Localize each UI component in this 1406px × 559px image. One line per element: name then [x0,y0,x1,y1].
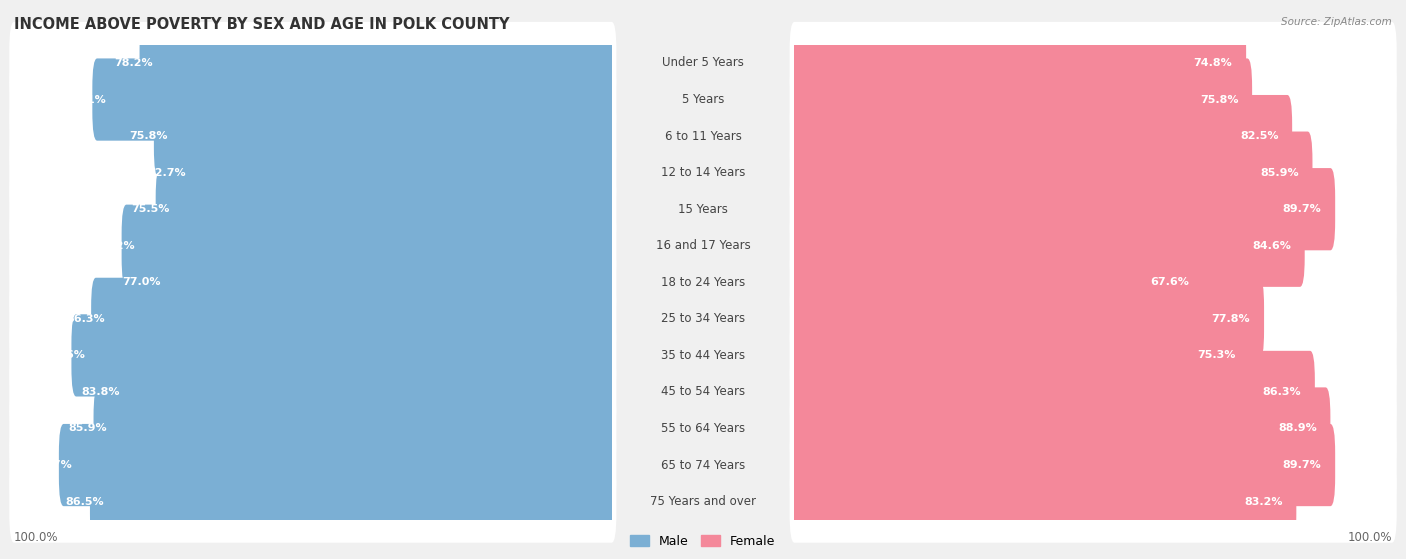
FancyBboxPatch shape [10,131,616,214]
FancyBboxPatch shape [10,168,616,250]
Text: 72.7%: 72.7% [148,168,186,178]
Text: 25 to 34 Years: 25 to 34 Years [661,312,745,325]
Text: 86.3%: 86.3% [66,314,105,324]
FancyBboxPatch shape [790,168,1336,250]
FancyBboxPatch shape [105,351,616,433]
FancyBboxPatch shape [790,351,1315,433]
Text: 88.9%: 88.9% [1278,424,1316,433]
Text: 6 to 11 Years: 6 to 11 Years [665,130,741,143]
FancyBboxPatch shape [153,95,616,177]
Text: 75.8%: 75.8% [1199,94,1239,105]
FancyBboxPatch shape [790,241,1396,324]
Text: 86.5%: 86.5% [65,496,104,506]
Text: 65 to 74 Years: 65 to 74 Years [661,458,745,472]
Text: 77.8%: 77.8% [1212,314,1250,324]
FancyBboxPatch shape [10,95,616,177]
Text: Source: ZipAtlas.com: Source: ZipAtlas.com [1281,17,1392,27]
Text: 45 to 54 Years: 45 to 54 Years [661,386,745,399]
Text: 85.9%: 85.9% [1260,168,1299,178]
FancyBboxPatch shape [790,241,1204,324]
FancyBboxPatch shape [790,168,1396,250]
FancyBboxPatch shape [121,205,616,287]
Text: 100.0%: 100.0% [14,531,59,544]
FancyBboxPatch shape [790,22,1246,104]
FancyBboxPatch shape [10,387,616,470]
Text: 91.7%: 91.7% [34,460,73,470]
FancyBboxPatch shape [790,278,1264,360]
FancyBboxPatch shape [790,461,1396,543]
Text: INCOME ABOVE POVERTY BY SEX AND AGE IN POLK COUNTY: INCOME ABOVE POVERTY BY SEX AND AGE IN P… [14,17,509,32]
FancyBboxPatch shape [790,59,1396,141]
Text: 15 Years: 15 Years [678,203,728,216]
FancyBboxPatch shape [790,205,1305,287]
Legend: Male, Female: Male, Female [626,530,780,553]
FancyBboxPatch shape [790,22,1396,104]
FancyBboxPatch shape [790,387,1396,470]
FancyBboxPatch shape [173,131,616,214]
Text: 67.6%: 67.6% [1150,277,1189,287]
FancyBboxPatch shape [94,387,616,470]
Text: 18 to 24 Years: 18 to 24 Years [661,276,745,289]
Text: 83.8%: 83.8% [82,387,120,397]
FancyBboxPatch shape [90,461,616,543]
FancyBboxPatch shape [10,424,616,506]
Text: 89.7%: 89.7% [1282,460,1322,470]
FancyBboxPatch shape [790,59,1253,141]
Text: 86.3%: 86.3% [1263,387,1301,397]
Text: 81.2%: 81.2% [97,241,135,251]
Text: 89.6%: 89.6% [46,350,86,361]
FancyBboxPatch shape [10,59,616,141]
Text: 16 and 17 Years: 16 and 17 Years [655,239,751,252]
FancyBboxPatch shape [10,205,616,287]
Text: 75.5%: 75.5% [131,204,169,214]
Text: 74.8%: 74.8% [1194,58,1233,68]
Text: 5 Years: 5 Years [682,93,724,106]
Text: 35 to 44 Years: 35 to 44 Years [661,349,745,362]
FancyBboxPatch shape [790,351,1396,433]
FancyBboxPatch shape [790,387,1330,470]
FancyBboxPatch shape [146,241,616,324]
FancyBboxPatch shape [93,59,616,141]
Text: 12 to 14 Years: 12 to 14 Years [661,166,745,179]
FancyBboxPatch shape [790,424,1336,506]
FancyBboxPatch shape [10,351,616,433]
FancyBboxPatch shape [790,278,1396,360]
FancyBboxPatch shape [790,314,1249,396]
FancyBboxPatch shape [790,95,1292,177]
Text: 75.8%: 75.8% [129,131,167,141]
Text: Under 5 Years: Under 5 Years [662,56,744,69]
Text: 84.6%: 84.6% [1253,241,1291,251]
FancyBboxPatch shape [10,241,616,324]
FancyBboxPatch shape [72,314,616,396]
Text: 78.2%: 78.2% [115,58,153,68]
Text: 83.2%: 83.2% [1244,496,1282,506]
FancyBboxPatch shape [790,131,1396,214]
Text: 55 to 64 Years: 55 to 64 Years [661,422,745,435]
FancyBboxPatch shape [790,424,1396,506]
Text: 85.9%: 85.9% [69,424,107,433]
FancyBboxPatch shape [10,314,616,396]
FancyBboxPatch shape [10,22,616,104]
Text: 75 Years and over: 75 Years and over [650,495,756,508]
Text: 75.3%: 75.3% [1197,350,1236,361]
Text: 89.7%: 89.7% [1282,204,1322,214]
FancyBboxPatch shape [156,168,616,250]
FancyBboxPatch shape [59,424,616,506]
FancyBboxPatch shape [10,461,616,543]
FancyBboxPatch shape [10,278,616,360]
FancyBboxPatch shape [91,278,616,360]
FancyBboxPatch shape [790,461,1296,543]
Text: 82.5%: 82.5% [1240,131,1278,141]
FancyBboxPatch shape [790,314,1396,396]
FancyBboxPatch shape [790,131,1312,214]
Text: 86.1%: 86.1% [67,94,105,105]
Text: 100.0%: 100.0% [1347,531,1392,544]
FancyBboxPatch shape [139,22,616,104]
Text: 77.0%: 77.0% [122,277,160,287]
FancyBboxPatch shape [790,205,1396,287]
FancyBboxPatch shape [790,95,1396,177]
